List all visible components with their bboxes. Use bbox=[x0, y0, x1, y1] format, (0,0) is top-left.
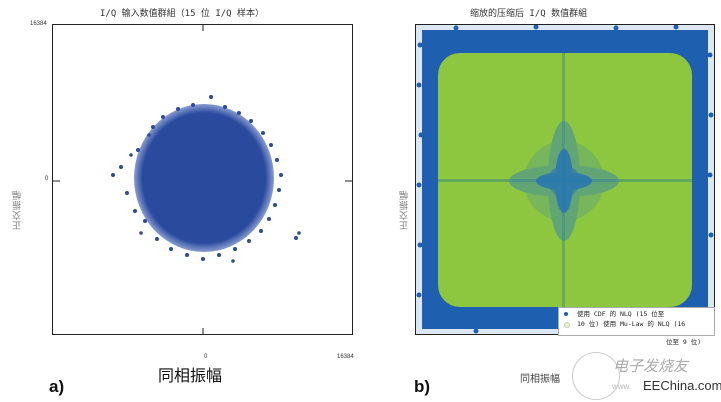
chart-a-title: I/Q 输入数值群組（15 位 I/Q 样本） bbox=[100, 9, 265, 19]
legend-marker-mulaw-icon bbox=[564, 322, 570, 328]
watermark-site: EEChina.com bbox=[643, 378, 721, 393]
watermark-logo-icon bbox=[572, 352, 620, 400]
chart-b-x-axis-label: 同相振幅 bbox=[520, 374, 560, 385]
chart-a-y-tick-zero: 0 bbox=[45, 176, 49, 182]
legend-line-1: 使用 CDF 的 NLQ (15 位至 bbox=[577, 310, 665, 318]
chart-b-legend: 使用 CDF 的 NLQ (15 位至 10 位) 使用 Mu-Law 的 NL… bbox=[558, 307, 715, 336]
legend-marker-cdf-icon bbox=[564, 312, 568, 316]
watermark-www: www. bbox=[612, 382, 632, 391]
chart-a-x-tick-right: 16384 bbox=[337, 354, 354, 360]
legend-line-2: 10 位) 使用 Mu-Law 的 NLQ (16 bbox=[577, 320, 686, 328]
chart-a-x-axis-label: 同相振幅 bbox=[158, 366, 223, 385]
chart-a-x-tick-zero: 0 bbox=[204, 354, 208, 360]
chart-b-y-axis-label: 正交振幅 bbox=[400, 190, 410, 230]
watermark-cn-text: 电子发烧友 bbox=[613, 358, 689, 375]
chart-a-scatter bbox=[53, 25, 352, 334]
panel-b-label: b) bbox=[414, 377, 431, 396]
chart-a-y-axis-label: 正交振幅 bbox=[13, 190, 23, 230]
panel-a-label: a) bbox=[49, 377, 65, 396]
chart-b-plot-area bbox=[415, 24, 715, 335]
legend-line-3: 位至 9 位) bbox=[666, 338, 702, 346]
chart-b-title: 缩放的压缩后 I/Q 数值群組 bbox=[470, 9, 588, 19]
chart-a-y-tick-top: 16384 bbox=[30, 21, 47, 27]
chart-b-scatter bbox=[416, 25, 714, 334]
chart-a-plot-area bbox=[52, 24, 353, 335]
